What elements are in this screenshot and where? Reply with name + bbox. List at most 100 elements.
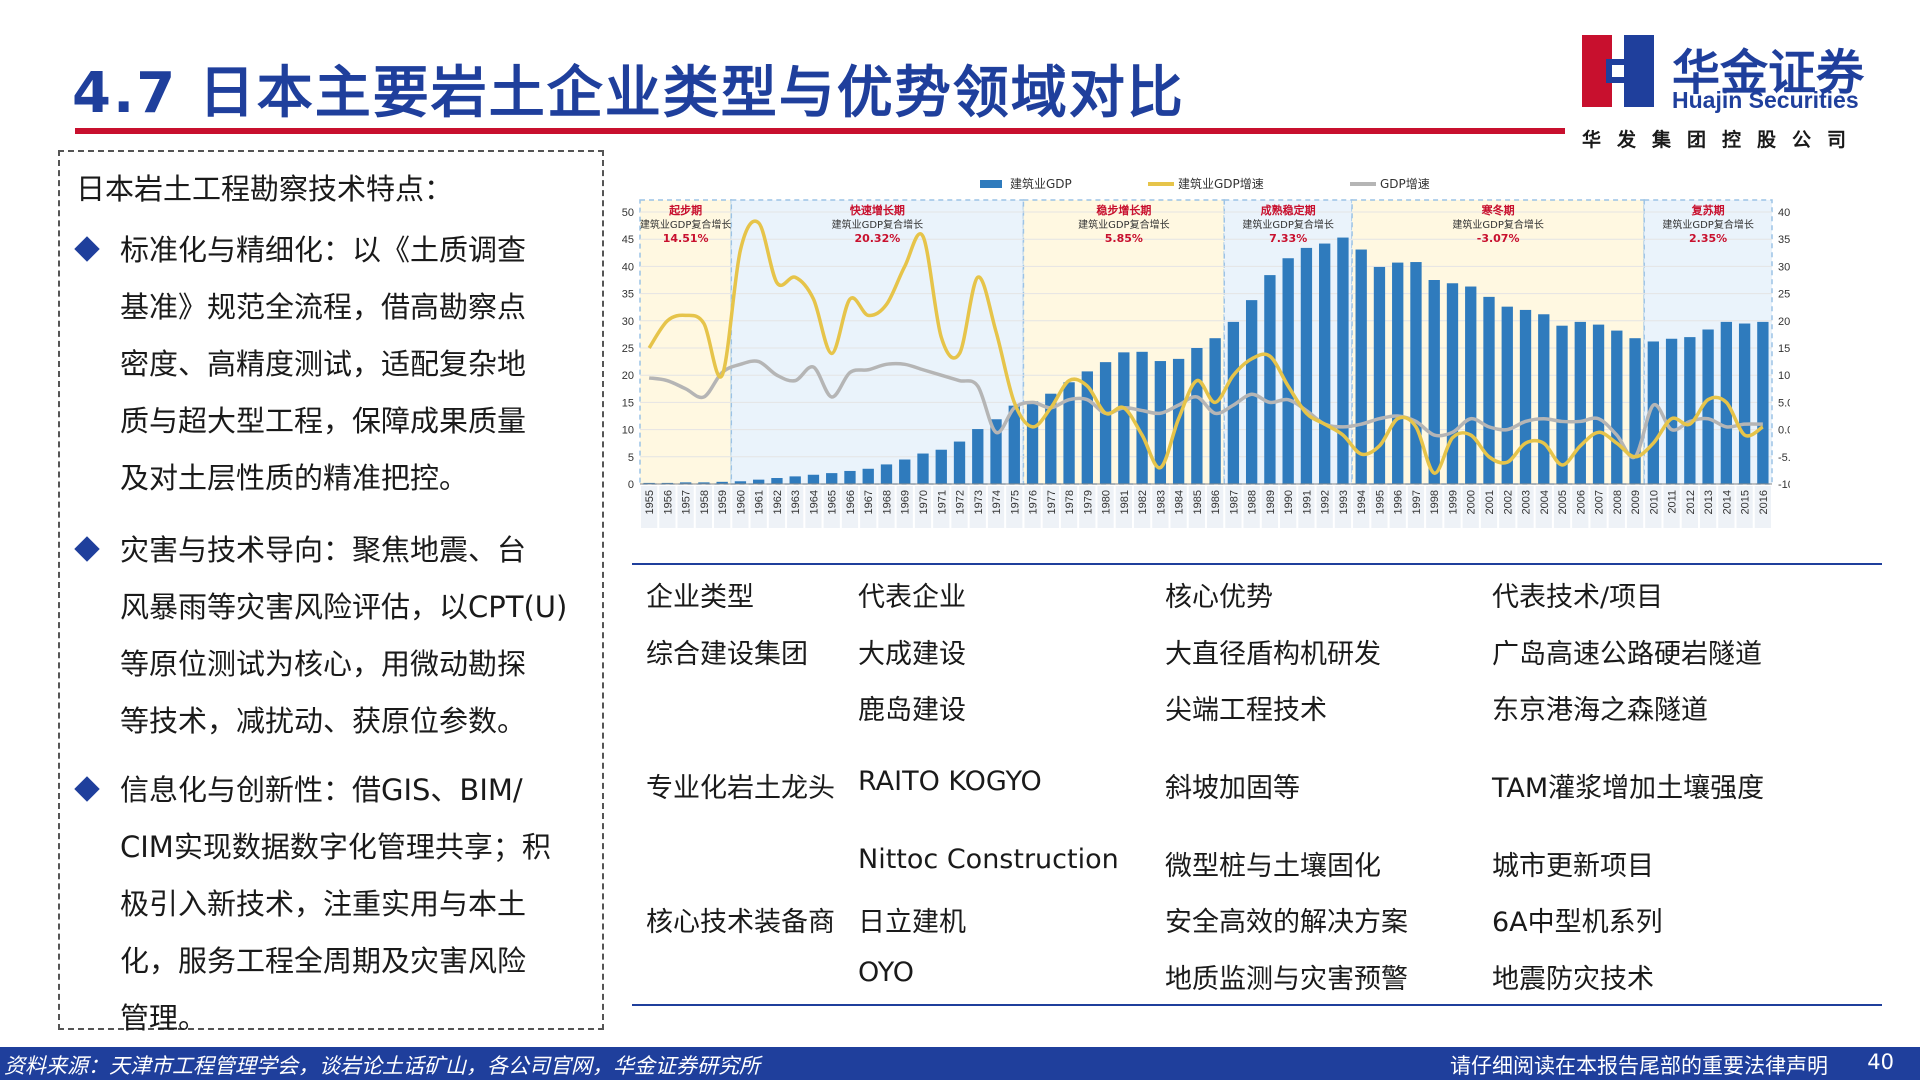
- bar: [826, 473, 838, 484]
- x-tick-label: 2012: [1685, 490, 1697, 514]
- x-tick-bg: [714, 486, 731, 528]
- period-band: [639, 199, 733, 485]
- footer-bar: 资料来源：天津市工程管理学会，谈岩论土话矿山，各公司官网，华金证券研究所 请仔细…: [0, 1047, 1920, 1080]
- bullet-line: 灾害与技术导向：聚焦地震、台: [120, 533, 527, 567]
- bar: [1245, 300, 1258, 484]
- bar: [1702, 329, 1714, 484]
- x-tick-bg: [933, 486, 950, 528]
- table-header: 代表技术/项目: [1492, 582, 1664, 613]
- period-name: 快速增长期: [849, 203, 905, 217]
- x-tick-bg: [1170, 486, 1187, 528]
- bullet-text: 标准化与精细化：以《土质调查 基准》规范全流程，借高勘察点 密度、高精度测试，适…: [120, 222, 596, 507]
- bar: [1319, 243, 1331, 484]
- bullet-line: 及对土层性质的精准把控。: [120, 461, 469, 495]
- table-header: 代表企业: [858, 582, 966, 613]
- y-right-tick-label: 10.00%: [1778, 370, 1790, 382]
- y-left-tick-label: 20: [622, 370, 634, 382]
- table-cell: 核心技术装备商: [646, 907, 835, 938]
- x-tick-bg: [805, 486, 822, 528]
- bullet-line: 标准化与精细化：以《土质调查: [120, 233, 527, 267]
- bar: [1611, 330, 1623, 484]
- bar: [1136, 351, 1148, 484]
- x-tick-bg: [1316, 486, 1333, 528]
- y-left-tick-label: 15: [622, 397, 634, 409]
- x-tick-label: 1974: [991, 490, 1003, 514]
- bar: [1629, 338, 1641, 484]
- x-tick-label: 1964: [808, 490, 820, 514]
- x-tick-bg: [1462, 486, 1479, 528]
- bullet-informatization: 信息化与创新性：借GIS、BIM/ CIM实现数据数字化管理共享；积 极引入新技…: [74, 762, 596, 1047]
- x-tick-bg: [1754, 486, 1771, 528]
- period-note: 建筑业GDP复合增长: [1662, 218, 1753, 231]
- bar: [1081, 371, 1093, 484]
- bullet-line: 密度、高精度测试，适配复杂地: [120, 347, 527, 381]
- bullet-line: 极引入新技术，注重实用与本土: [120, 887, 527, 921]
- x-tick-label: 1986: [1210, 490, 1222, 514]
- bullet-text: 灾害与技术导向：聚焦地震、台 风暴雨等灾害风险评估，以CPT(U) 等原位测试为…: [120, 522, 596, 750]
- x-tick-label: 1957: [681, 490, 693, 514]
- bullet-disaster-tech: 灾害与技术导向：聚焦地震、台 风暴雨等灾害风险评估，以CPT(U) 等原位测试为…: [74, 522, 596, 750]
- bar: [1647, 341, 1659, 484]
- panel-heading: 日本岩土工程勘察技术特点：: [76, 172, 454, 206]
- table-bottom-rule: [632, 1004, 1882, 1006]
- x-tick-label: 1968: [881, 490, 893, 514]
- x-tick-bg: [1353, 486, 1370, 528]
- x-tick-bg: [641, 486, 658, 528]
- x-tick-bg: [1718, 486, 1735, 528]
- y-left-tick-label: 10: [622, 425, 634, 437]
- x-tick-bg: [1225, 486, 1242, 528]
- bar: [1191, 348, 1203, 484]
- x-tick-bg: [1681, 486, 1698, 528]
- x-tick-bg: [1608, 486, 1625, 528]
- bar: [1574, 321, 1586, 484]
- bar: [1538, 314, 1550, 484]
- page-title: 4.7 日本主要岩土企业类型与优势领域对比: [72, 61, 1185, 126]
- diamond-bullet-icon: [74, 536, 100, 562]
- x-tick-bg: [1243, 486, 1260, 528]
- table-cell: RAITO KOGYO: [858, 766, 1042, 797]
- x-tick-label: 2014: [1721, 490, 1733, 514]
- bullet-line: 基准》规范全流程，借高勘察点: [120, 290, 527, 324]
- bar: [661, 482, 674, 484]
- chart-svg: 0 5 10 15 20 25 30 35 40 45 50 -10.00% -5.00% 0.00% 5.…: [622, 176, 1819, 528]
- x-tick-bg: [677, 486, 694, 528]
- x-tick-bg: [1097, 486, 1114, 528]
- period-note: 建筑业GDP复合增长: [1452, 218, 1543, 231]
- bar: [880, 464, 893, 484]
- bar: [1519, 309, 1532, 484]
- bar: [1227, 321, 1240, 484]
- x-tick-label: 1977: [1046, 490, 1058, 514]
- bar: [990, 419, 1002, 484]
- x-tick-label: 1973: [973, 490, 985, 514]
- x-tick-bg: [1590, 486, 1607, 528]
- x-tick-bg: [1535, 486, 1552, 528]
- bar: [935, 449, 947, 484]
- x-tick-bg: [732, 486, 749, 528]
- logo-text-en: Huajin Securities: [1672, 87, 1859, 113]
- y-left-tick-label: 40: [622, 261, 634, 273]
- table-cell: 东京港海之森隧道: [1492, 695, 1708, 726]
- x-tick-bg: [1663, 486, 1680, 528]
- table-cell: 6A中型机系列: [1492, 907, 1663, 938]
- x-tick-bg: [1553, 486, 1571, 528]
- logo-text-cn: 华金证券: [1672, 45, 1865, 101]
- x-tick-label: 2011: [1667, 490, 1679, 514]
- bar: [1738, 323, 1751, 484]
- bullet-line: CIM实现数据数字化管理共享；积: [120, 830, 551, 864]
- y-right-tick-label: 35.00%: [1778, 234, 1790, 246]
- x-tick-bg: [1645, 486, 1662, 528]
- bar: [1428, 280, 1440, 484]
- period-note: 建筑业GDP复合增长: [1242, 218, 1333, 231]
- construction-growth-line: [647, 219, 1764, 475]
- table-cell: OYO: [858, 957, 915, 988]
- footer-legal: 请仔细阅读在本报告尾部的重要法律声明: [1450, 1054, 1828, 1078]
- bar: [1355, 249, 1367, 484]
- x-tick-label: 1975: [1009, 490, 1021, 514]
- table-cell: 大直径盾构机研发: [1165, 639, 1381, 670]
- table-cell: 斜坡加固等: [1165, 773, 1300, 804]
- x-tick-label: 2001: [1484, 490, 1496, 514]
- title-rule: [75, 128, 1565, 134]
- period-value: 14.51%: [663, 232, 709, 245]
- bar: [953, 441, 966, 484]
- y-right-tick-label: 15.00%: [1778, 343, 1790, 355]
